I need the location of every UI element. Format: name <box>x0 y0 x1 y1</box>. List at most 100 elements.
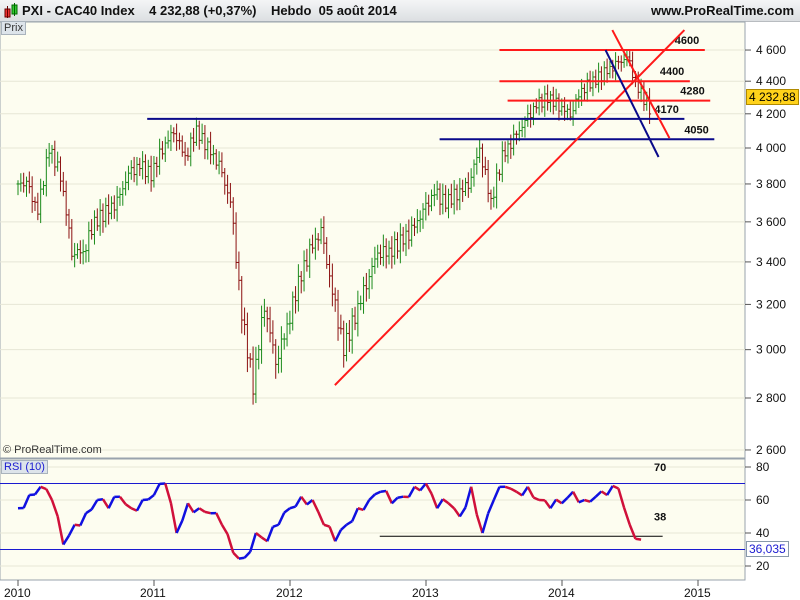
rsi-segment <box>340 523 348 531</box>
y-tick-label: 3 400 <box>756 255 786 269</box>
rsi-segment <box>107 496 116 509</box>
rsi-segment <box>97 497 104 502</box>
rsi-segment <box>62 534 71 546</box>
rsi-segment <box>453 507 461 518</box>
rsi-segment <box>181 502 190 522</box>
rsi-segment <box>277 512 286 526</box>
rsi-segment <box>272 523 279 528</box>
rsi-segment <box>118 495 127 505</box>
rsi-segment <box>169 502 178 534</box>
rsi-segment <box>317 511 326 526</box>
rsi-segment <box>22 494 31 509</box>
x-tick-label: 2010 <box>4 586 31 600</box>
rsi-segment <box>215 512 224 526</box>
rsi-segment <box>526 486 535 499</box>
rsi-segment <box>90 499 99 511</box>
rsi-segment <box>368 493 376 501</box>
x-tick-label: 2011 <box>140 586 166 600</box>
rsi-segment <box>549 498 558 509</box>
rsi-segment <box>192 507 200 514</box>
y-tick-label: 3 800 <box>756 177 786 191</box>
rsi-segment <box>390 496 399 505</box>
y-tick-label: 3 600 <box>756 215 786 229</box>
price-panel-tag[interactable]: Prix <box>1 21 26 35</box>
x-tick-label: 2013 <box>412 586 439 600</box>
rsi-level-label: 38 <box>654 511 666 523</box>
rsi-segment <box>447 502 455 510</box>
rsi-segment <box>606 485 614 496</box>
rsi-segment <box>555 498 563 505</box>
rsi-segment <box>334 529 342 542</box>
rsi-segment <box>486 499 495 514</box>
rsi-segment <box>147 494 155 501</box>
y-tick-label: 4 200 <box>756 107 786 121</box>
y-tick-label: 4 600 <box>756 43 786 57</box>
rsi-segment <box>612 484 619 490</box>
rsi-segment <box>584 498 591 503</box>
rsi-segment <box>328 526 337 542</box>
rsi-segment <box>515 490 523 497</box>
rsi-segment <box>198 507 206 513</box>
rsi-segment <box>238 556 245 560</box>
rsi-segment <box>152 483 161 496</box>
rsi-segment <box>578 498 585 504</box>
period-text: Hebdo <box>270 3 312 18</box>
rsi-segment <box>243 550 252 559</box>
rsi-segment <box>351 507 360 522</box>
rsi-segment <box>560 496 569 505</box>
rsi-segment <box>135 499 144 512</box>
copyright: © ProRealTime.com <box>3 444 102 456</box>
site-link[interactable]: www.ProRealTime.com <box>650 3 794 18</box>
trend-line <box>604 49 660 158</box>
rsi-segment <box>374 490 382 496</box>
rsi-panel-tag[interactable]: RSI (10) <box>1 460 48 474</box>
x-tick-label: 2014 <box>548 586 575 600</box>
y-tick-label: 2 800 <box>756 391 786 405</box>
chart-header: PXI - CAC40 Index 4 232,88 (+0,37%) Hebd… <box>0 0 800 22</box>
rsi-tick-label: 20 <box>756 559 770 573</box>
rsi-segment <box>469 486 479 515</box>
rsi-segment <box>475 514 484 534</box>
rsi-segment <box>436 498 444 509</box>
rsi-segment <box>323 523 330 528</box>
rsi-segment <box>492 486 501 501</box>
rsi-segment <box>385 490 393 504</box>
rsi-segment <box>594 490 603 498</box>
rsi-segment <box>362 499 371 511</box>
rsi-segment <box>617 488 626 509</box>
rsi-segment <box>458 506 467 518</box>
trend-line <box>611 29 671 139</box>
rsi-segment <box>164 483 173 504</box>
trend-line <box>334 29 686 386</box>
rsi-segment <box>442 498 450 505</box>
rsi-segment <box>33 486 42 496</box>
level-label: 4600 <box>675 35 699 47</box>
rsi-segment <box>413 485 421 492</box>
rsi-segment <box>85 508 93 515</box>
y-tick-label: 4 400 <box>756 74 786 88</box>
last-price-label: 4 232,88 <box>746 89 799 105</box>
rsi-segment <box>50 499 59 517</box>
rsi-segment <box>204 510 211 515</box>
rsi-segment <box>29 493 36 497</box>
rsi-segment <box>510 487 518 493</box>
rsi-segment <box>175 520 184 534</box>
rsi-segment <box>79 512 88 527</box>
rsi-segment <box>130 507 138 512</box>
rsi-tick-label: 40 <box>756 526 770 540</box>
rsi-segment <box>504 485 512 490</box>
level-label: 4400 <box>660 66 684 78</box>
rsi-segment <box>311 499 320 513</box>
rsi-segment <box>572 491 580 503</box>
rsi-segment <box>294 496 303 508</box>
rsi-segment <box>628 524 637 540</box>
rsi-tick-label: 80 <box>756 460 770 474</box>
rsi-segment <box>424 482 433 495</box>
rsi-segment <box>407 486 416 498</box>
rsi-segment <box>566 490 575 499</box>
price-panel <box>0 21 746 459</box>
x-tick-label: 2015 <box>684 586 711 600</box>
y-tick-label: 3 200 <box>756 297 786 311</box>
rsi-tick-label: 60 <box>756 493 770 507</box>
